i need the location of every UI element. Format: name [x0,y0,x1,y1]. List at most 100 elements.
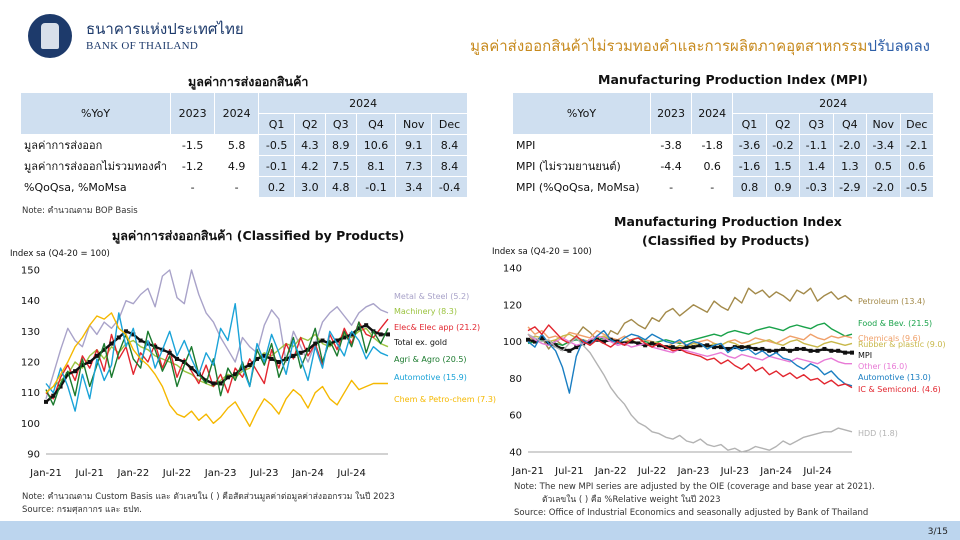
table-cell: -2.0 [866,176,901,198]
table-cell: 7.3 [395,155,433,177]
series-point [269,356,274,361]
table-cell: 1.5 [765,155,801,177]
table-cell: 8.1 [355,155,397,177]
table-cell: 0.6 [691,155,734,177]
series-point [124,329,129,334]
table-row: MPI (%QoQsa, MoMsa) - -0.8 0.9 -0.3 -2.9 -2.0-… [512,176,935,198]
series-point [567,348,572,353]
series-point [211,381,216,386]
period-header: Q1 [732,113,767,135]
series-point [553,343,558,348]
row-label: %QoQsa, %MoMsa [19,176,172,198]
period-header: Q2 [294,113,326,135]
y-tick-label: 130 [21,327,40,338]
table-cell: 0.9 [765,176,801,198]
x-tick-label: Jan-24 [291,468,324,479]
y-axis-label: Index sa (Q4-20 = 100) [492,247,592,257]
legend-entry: Other (16.0) [858,362,907,371]
row-label: MPI [512,134,651,156]
series-point [145,341,150,346]
table-cell: 0.5 [866,155,901,177]
series-point [87,360,92,364]
table-cell: 0.6 [899,155,935,177]
series-point [109,341,114,346]
series-point [794,346,799,351]
row-label: MPI (%QoQsa, MoMsa) [512,176,651,198]
series-point [836,348,841,353]
series-point [364,323,369,328]
period-header: Q1 [258,113,295,135]
right-chart-source: Source: Office of Industrial Economics a… [514,508,869,518]
group-header: 2024 [258,92,468,114]
table-cell: -0.1 [355,176,397,198]
x-tick-label: Jul-24 [336,468,365,479]
table-row: มูลค่าการส่งออก -1.5 5.8 -0.5 4.3 8.9 10.6 9.1 8… [19,134,468,156]
table-cell: 4.2 [294,155,326,177]
series-point [539,335,544,340]
series-point [781,346,786,351]
series-line [45,269,389,399]
left-chart-source: Source: กรมศุลกากร และ ธปท. [22,505,142,515]
table-cell: 8.9 [324,134,357,156]
legend-entry: Agri & Agro (20.5) [394,355,467,364]
series-point [656,343,661,348]
row-label: MPI (ไม่รวมยานยนต์) [512,155,651,177]
legend-entry: Chem & Petro-chem (7.3) [394,395,496,404]
series-point [801,346,806,351]
table-row: %QoQsa, %MoMsa - -0.2 3.0 4.8 -0.1 3.4 -0.4 [19,176,468,198]
x-tick-label: Jul-21 [74,468,103,479]
legend-entry: Food & Bev. (21.5) [858,319,932,328]
series-point [58,384,63,389]
y-tick-label: 140 [503,264,522,275]
series-point [44,399,48,404]
series-point [298,350,303,355]
series-line [527,333,853,350]
table-cell: -1.2 [170,155,216,177]
series-point [102,347,107,352]
yoy-header: %YoY [512,92,651,135]
series-point [204,378,209,383]
table-cell: 1.4 [799,155,834,177]
series-point [684,345,689,350]
x-tick-label: Jan-21 [511,466,544,477]
series-point [629,339,634,344]
table-cell: 5.8 [214,134,260,156]
mpi-table: %YoY 2023 2024 2024 Q1 Q2 Q3 Q4 Nov Dec MPI -3.8 -1… [512,92,935,198]
table-cell: -4.4 [649,155,693,177]
year-header: 2023 [170,92,216,135]
series-line [45,312,388,428]
series-point [378,332,383,337]
series-line [527,326,853,348]
series-point [753,346,758,351]
export-table: %YoY 2023 2024 2024 Q1 Q2 Q3 Q4 Nov Dec มูลค่าการ… [19,92,468,198]
table-cell: -2.1 [899,134,935,156]
series-point [356,326,361,331]
x-tick-label: Jul-24 [802,466,831,477]
table-cell: 7.5 [324,155,357,177]
series-point [73,369,78,374]
series-line [527,324,853,389]
right-table-title: Manufacturing Production Index (MPI) [598,72,868,87]
series-point [313,341,318,346]
period-header: Q3 [799,113,834,135]
series-point [822,346,827,351]
series-point [276,360,281,364]
table-cell: 4.9 [214,155,260,177]
series-point [218,381,223,386]
table-cell: - [691,176,734,198]
export-by-products-chart: Index sa (Q4-20 = 100) 90 100 110 120 130 140 1… [10,249,496,479]
table-cell: 4.8 [324,176,357,198]
series-point [526,337,530,342]
series-point [320,338,325,343]
legend-entry: Chemicals (9.6) [858,334,921,343]
period-header: Q4 [832,113,868,135]
series-point [843,350,848,355]
slide-title: มูลค่าส่งออกสินค้าไม่รวมทองคำและการผลิตภ… [470,34,930,58]
legend-entry: Petroleum (13.4) [858,297,925,306]
period-header: Nov [395,113,433,135]
row-label: มูลค่าการส่งออก [19,134,172,156]
slide-title-accent: ปรับลดลง [867,37,930,55]
y-tick-label: 60 [509,411,522,422]
series-line [45,321,389,406]
x-tick-label: Jul-23 [249,468,278,479]
